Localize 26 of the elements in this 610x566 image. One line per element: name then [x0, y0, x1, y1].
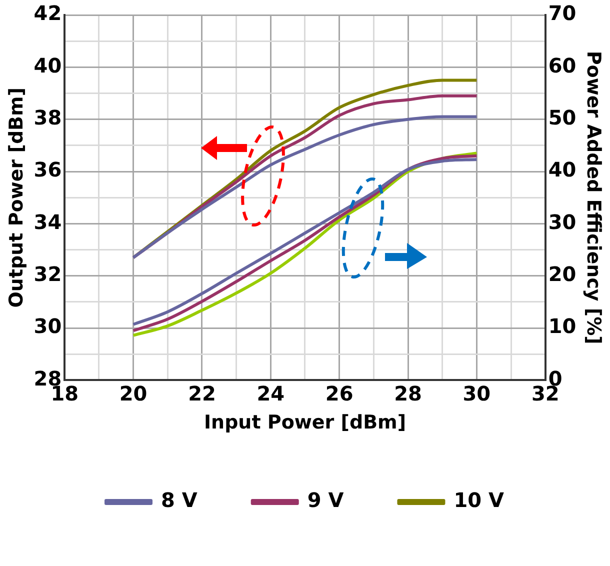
y2-tick-label: 40	[548, 158, 576, 182]
y-tick-label: 32	[34, 262, 62, 286]
y2-tick-label: 50	[548, 106, 576, 130]
y-tick-label: 30	[34, 314, 62, 338]
x-tick-label: 22	[188, 381, 216, 406]
x-tick-label: 26	[325, 381, 354, 406]
x-tick-label: 28	[394, 381, 422, 406]
y2-tick-label: 30	[548, 210, 576, 234]
x-tick-label: 24	[256, 381, 285, 406]
y2-tick-label: 70	[548, 1, 576, 26]
y-tick-label: 38	[34, 106, 62, 130]
y-tick-label: 34	[34, 210, 62, 234]
x-tick-label: 30	[462, 381, 491, 406]
legend-label: 10 V	[454, 488, 505, 512]
y2-tick-label: 20	[548, 262, 576, 286]
y2-tick-label: 60	[548, 53, 576, 78]
x-axis-title: Input Power [dBm]	[204, 412, 406, 434]
x-tick-label: 20	[119, 381, 148, 406]
y2-tick-label: 10	[548, 314, 576, 338]
legend-label: 8 V	[161, 488, 198, 512]
y-tick-label: 40	[34, 53, 62, 78]
y-tick-label: 42	[34, 1, 62, 26]
y2-axis-title: Power Added Efficiency [%]	[582, 50, 605, 344]
y-axis-title: Output Power [dBm]	[5, 87, 28, 308]
y-tick-label: 36	[34, 158, 62, 182]
legend-label: 9 V	[307, 488, 344, 512]
